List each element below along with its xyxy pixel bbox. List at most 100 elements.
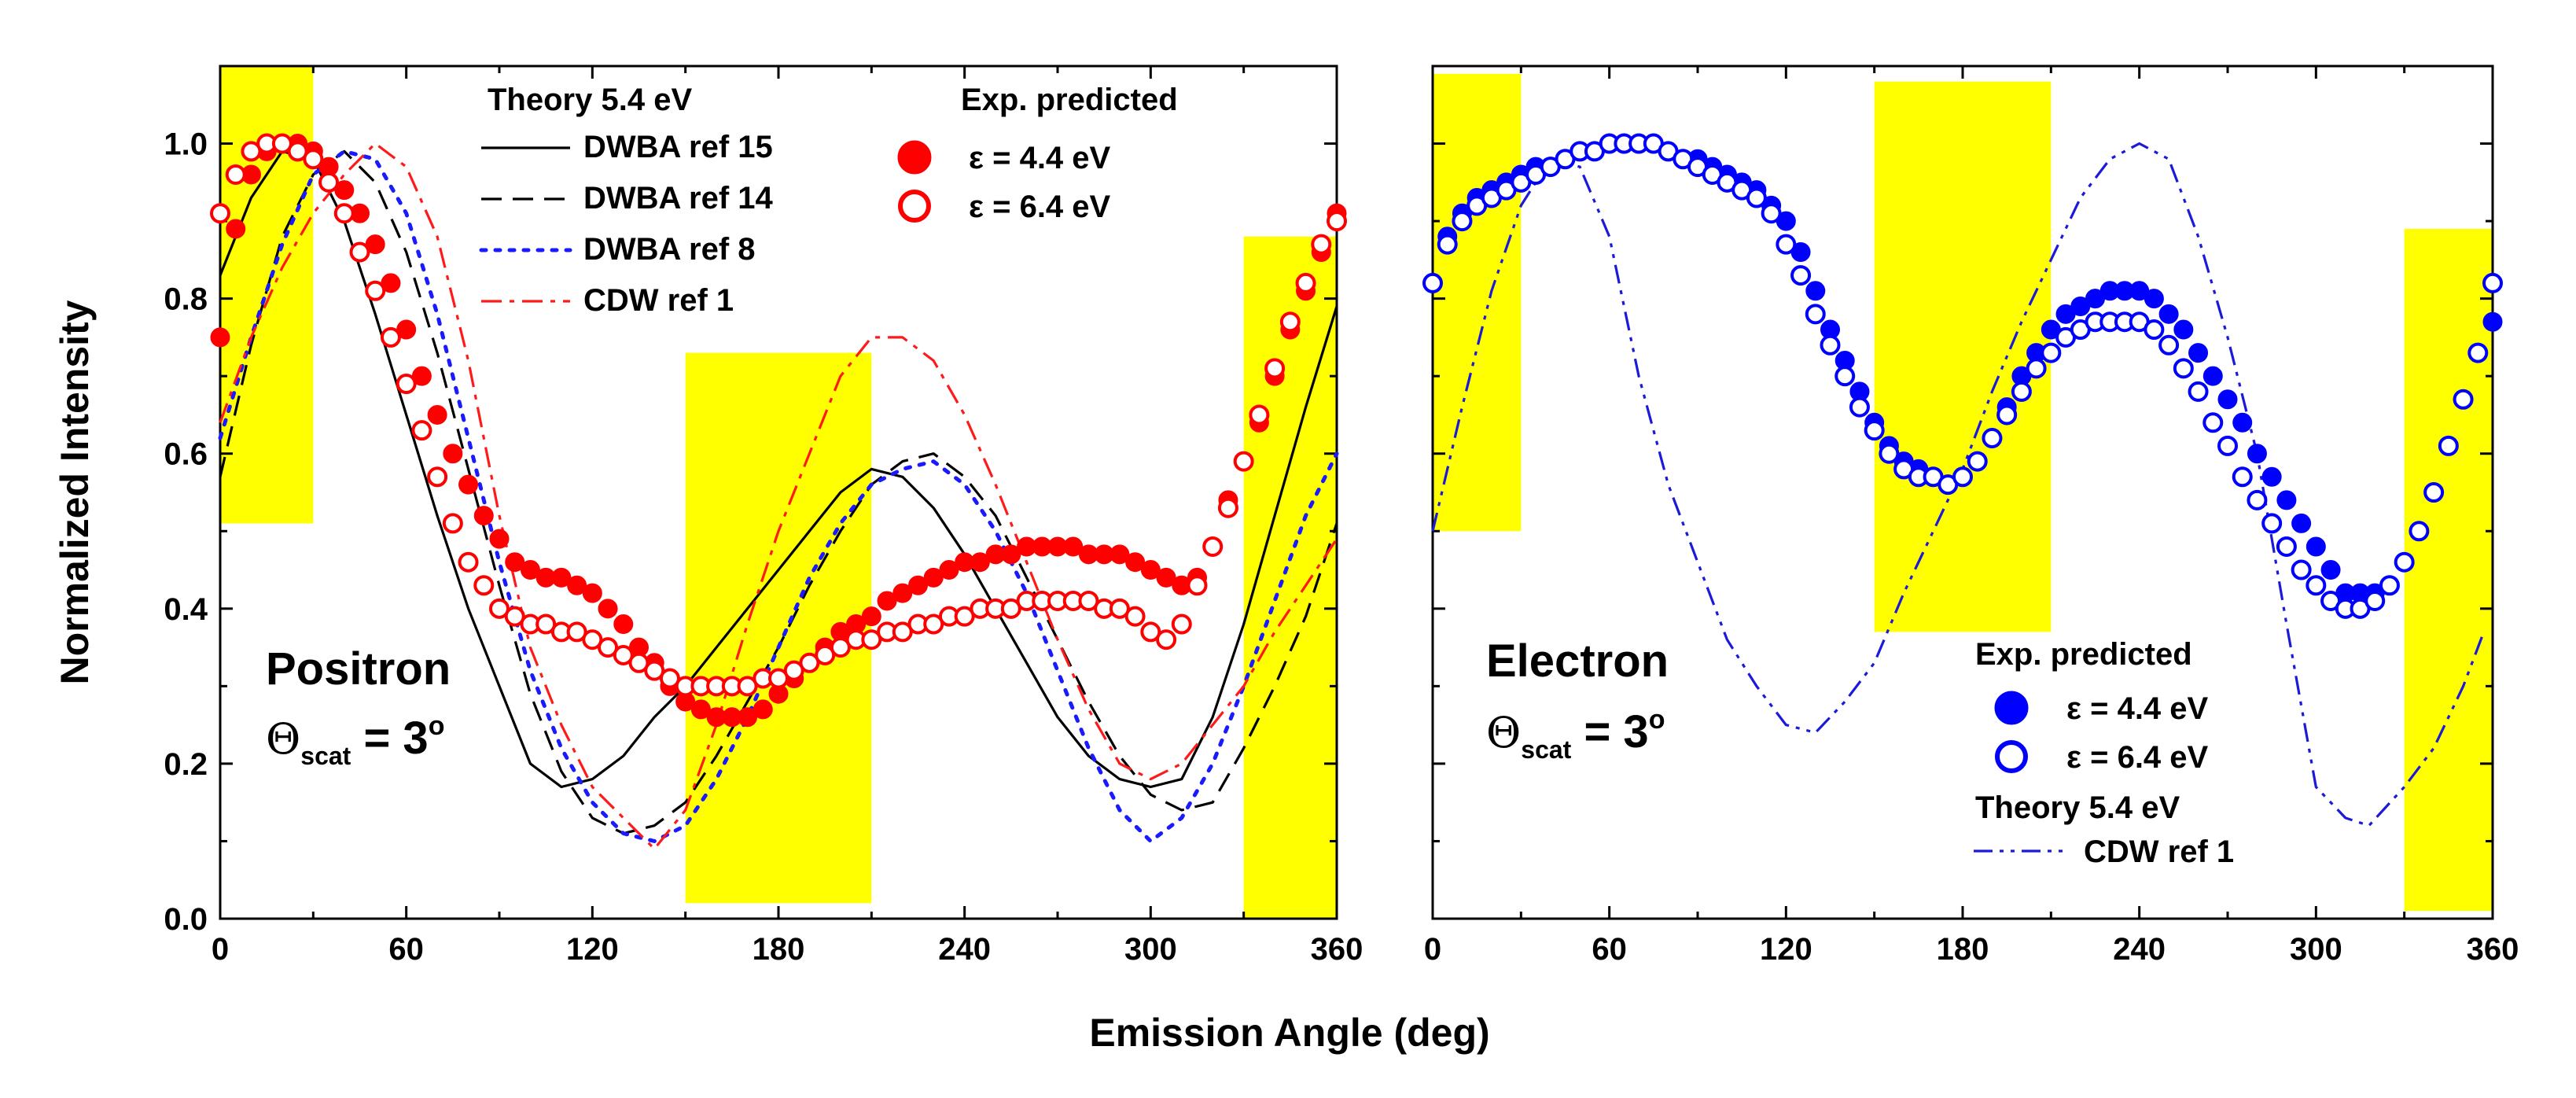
angle-subscript: scat — [1521, 735, 1571, 764]
data-point-open — [365, 280, 386, 301]
y-axis-label: Normalized Intensity — [53, 300, 97, 684]
data-point-filled — [908, 575, 928, 595]
data-point-open — [1452, 211, 1473, 232]
data-point-open — [1171, 613, 1192, 635]
data-point-open — [815, 644, 836, 665]
legend-right: Exp. predicted ε = 4.4 eV ε = 6.4 eV Theory… — [1486, 636, 2234, 869]
data-point-open — [225, 164, 246, 185]
angle-subscript: scat — [300, 742, 351, 770]
data-point-filled — [2173, 319, 2194, 340]
y-tick-label: 0.0 — [164, 902, 208, 937]
data-point-open — [2232, 466, 2253, 488]
data-point-filled — [2232, 412, 2253, 433]
data-point-filled — [489, 529, 510, 549]
x-tick-label: 240 — [938, 932, 991, 967]
data-point-filled — [2261, 466, 2282, 487]
y-tick-label: 0.4 — [164, 592, 208, 627]
data-point-open — [783, 660, 804, 681]
x-axis-label: Emission Angle (deg) — [1089, 1011, 1489, 1055]
data-point-open — [1952, 466, 1973, 488]
data-point-open — [861, 629, 882, 650]
shaded-region — [1874, 81, 2052, 632]
data-point-open — [2217, 435, 2238, 456]
data-point-open — [1422, 272, 1443, 293]
data-point-open — [2026, 358, 2047, 379]
panel-left: 0 60 120 180 240 300 360 0.0 0.2 0.4 0.6 0.8 1.0 — [164, 64, 1363, 967]
data-point-open — [303, 149, 324, 170]
data-point-open — [1109, 598, 1130, 619]
data-point-open — [2041, 342, 2062, 363]
data-point-open — [1805, 304, 1826, 325]
data-point-filled — [210, 327, 230, 348]
theta-symbol: Θ — [266, 714, 300, 764]
data-point-open — [2409, 521, 2430, 542]
data-point-open — [427, 466, 448, 488]
data-point-filled — [892, 583, 913, 603]
data-point-open — [442, 513, 463, 534]
data-point-open — [737, 676, 758, 697]
data-point-open — [2438, 435, 2459, 456]
data-point-open — [582, 629, 603, 650]
data-point-open — [2467, 342, 2489, 363]
data-point-open — [504, 606, 525, 627]
x-tick-label: 240 — [2113, 932, 2166, 967]
data-point-filled — [505, 552, 525, 573]
data-point-open — [566, 621, 587, 643]
data-point-open — [2173, 358, 2194, 379]
legend-label: ε = 4.4 eV — [2066, 691, 2209, 726]
panel-right: 0 60 120 180 240 300 360 — [1422, 64, 2519, 967]
data-point-open — [411, 420, 432, 441]
x-tick-label: 120 — [566, 932, 619, 967]
data-point-open — [2158, 334, 2180, 356]
shaded-region — [1433, 73, 1522, 532]
data-point-open — [396, 374, 417, 395]
x-tick-label: 300 — [1124, 932, 1177, 967]
legend-marker-open — [898, 190, 931, 223]
data-point-open — [954, 606, 975, 627]
x-tick-label: 180 — [1937, 932, 1989, 967]
data-point-filled — [1063, 536, 1084, 557]
data-point-open — [2423, 482, 2445, 503]
data-point-open — [1982, 428, 2003, 449]
data-point-open — [2453, 389, 2474, 410]
data-point-open — [1864, 420, 1885, 441]
angle-superscript: o — [429, 711, 445, 741]
data-point-filled — [1140, 560, 1161, 580]
data-point-open — [799, 652, 820, 673]
angle-superscript: o — [1649, 705, 1665, 735]
data-point-filled — [520, 560, 540, 580]
data-point-open — [210, 203, 230, 224]
data-point-filled — [923, 567, 944, 588]
theory-line — [219, 142, 1338, 850]
legend-label: ε = 4.4 eV — [969, 141, 1111, 175]
data-point-open — [1217, 497, 1238, 518]
data-point-filled — [939, 560, 959, 580]
panel-label: Electron — [1486, 636, 1669, 687]
data-point-filled — [427, 404, 447, 425]
y-tick-label: 0.6 — [164, 437, 208, 472]
data-point-filled — [443, 444, 463, 464]
data-point-open — [1124, 606, 1146, 627]
data-point-open — [241, 141, 262, 162]
data-point-filled — [458, 474, 479, 495]
data-point-open — [1327, 211, 1347, 232]
data-point-open — [473, 575, 495, 596]
data-point-open — [1140, 621, 1161, 643]
scattering-angle-label: Θscat = 3o — [266, 711, 444, 770]
data-point-open — [659, 668, 680, 689]
data-point-filled — [226, 219, 246, 239]
legend-label: ε = 6.4 eV — [2066, 740, 2209, 775]
data-point-filled — [567, 575, 587, 595]
data-point-open — [318, 171, 340, 193]
data-point-open — [2247, 489, 2268, 510]
data-point-open — [598, 637, 619, 658]
data-point-open — [768, 668, 789, 689]
y-tick-label: 0.8 — [164, 282, 208, 317]
data-point-open — [1790, 265, 1812, 286]
data-point-filled — [2202, 366, 2223, 386]
data-point-filled — [2306, 536, 2326, 557]
y-tick-label: 1.0 — [164, 127, 208, 162]
data-point-filled — [2144, 289, 2164, 309]
data-point-open — [535, 613, 557, 635]
data-point-filled — [551, 567, 572, 588]
